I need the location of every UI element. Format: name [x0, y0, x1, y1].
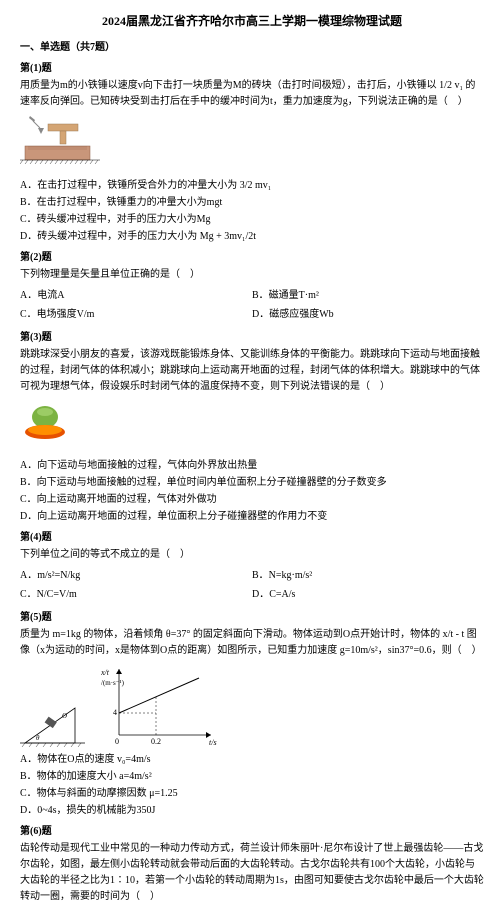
q2-option-a: A．电流A [20, 288, 252, 303]
svg-text:/(m·s⁻¹): /(m·s⁻¹) [101, 679, 125, 687]
q1-option-d: D．砖头缓冲过程中，对手的压力大小为 Mg + 3mv₁/2t [20, 229, 484, 244]
q4-option-b: B．N=kg·m/s² [252, 568, 484, 583]
q1-figure [20, 114, 484, 174]
q2-text: 下列物理量是矢量且单位正确的是（ ） [20, 267, 484, 283]
q5-text: 质量为 m=1kg 的物体，沿着倾角 θ=37° 的固定斜面向下滑动。物体运动到… [20, 627, 484, 659]
q5-option-a: A．物体在O点的速度 v₀=4m/s [20, 752, 484, 767]
svg-text:0.2: 0.2 [151, 737, 161, 746]
q3-option-c: C．向上运动离开地面的过程，气体对外做功 [20, 492, 484, 507]
section-header: 一、单选题（共7题） [20, 40, 484, 55]
q4-option-d: D．C=A/s [252, 587, 484, 602]
svg-text:x/t: x/t [101, 668, 110, 677]
q3-options: A．向下运动与地面接触的过程，气体向外界放出热量 B．向下运动与地面接触的过程，… [20, 458, 484, 524]
svg-text:t/s: t/s [209, 738, 217, 747]
q1-option-b: B．在击打过程中，铁锤重力的冲量大小为mgt [20, 195, 484, 210]
q3-header: 第(3)题 [20, 330, 484, 345]
q1-options: A．在击打过程中，铁锤所受合外力的冲量大小为 3/2 mv₁ B．在击打过程中，… [20, 178, 484, 244]
q4-options: A．m/s²=N/kg B．N=kg·m/s² C．N/C=V/m D．C=A/… [20, 566, 484, 604]
q2-option-c: C．电场强度V/m [20, 307, 252, 322]
q3-option-b: B．向下运动与地面接触的过程，单位时间内单位面积上分子碰撞器壁的分子数变多 [20, 475, 484, 490]
q5-option-d: D．0~4s，损失的机械能为350J [20, 803, 484, 818]
q6-header: 第(6)题 [20, 824, 484, 839]
q4-text: 下列单位之间的等式不成立的是（ ） [20, 547, 484, 563]
q1-option-c: C．砖头缓冲过程中，对手的压力大小为Mg [20, 212, 484, 227]
q5-figure: O θ x/t /(m·s⁻¹) 4 t/s 0 0.2 [20, 663, 484, 748]
q5-option-c: C．物体与斜面的动摩擦因数 μ=1.25 [20, 786, 484, 801]
svg-text:θ: θ [36, 734, 40, 742]
q5-option-b: B．物体的加速度大小 a=4m/s² [20, 769, 484, 784]
q3-option-d: D．向上运动离开地面的过程，单位面积上分子碰撞器壁的作用力不变 [20, 509, 484, 524]
exam-title: 2024届黑龙江省齐齐哈尔市高三上学期一模理综物理试题 [20, 12, 484, 30]
q2-header: 第(2)题 [20, 250, 484, 265]
q2-option-d: D．磁感应强度Wb [252, 307, 484, 322]
q1-header: 第(1)题 [20, 61, 484, 76]
q3-option-a: A．向下运动与地面接触的过程，气体向外界放出热量 [20, 458, 484, 473]
q5-options: A．物体在O点的速度 v₀=4m/s B．物体的加速度大小 a=4m/s² C．… [20, 752, 484, 818]
q6-text: 齿轮传动是现代工业中常见的一种动力传动方式，荷兰设计师朱丽叶·尼尔布设计了世上最… [20, 841, 484, 905]
q4-header: 第(4)题 [20, 530, 484, 545]
svg-text:0: 0 [115, 737, 119, 746]
q2-option-b: B．磁通量T·m² [252, 288, 484, 303]
svg-text:O: O [62, 712, 67, 720]
q4-option-a: A．m/s²=N/kg [20, 568, 252, 583]
q2-options: A．电流A B．磁通量T·m² C．电场强度V/m D．磁感应强度Wb [20, 286, 484, 324]
q1-option-a: A．在击打过程中，铁锤所受合外力的冲量大小为 3/2 mv₁ [20, 178, 484, 193]
q3-figure [20, 399, 484, 454]
q4-option-c: C．N/C=V/m [20, 587, 252, 602]
q1-text: 用质量为m的小铁锤以速度v向下击打一块质量为M的砖块（击打时间极短），击打后，小… [20, 78, 484, 110]
q5-header: 第(5)题 [20, 610, 484, 625]
q3-text: 跳跳球深受小朋友的喜爱，该游戏既能锻炼身体、又能训练身体的平衡能力。跳跳球向下运… [20, 347, 484, 395]
